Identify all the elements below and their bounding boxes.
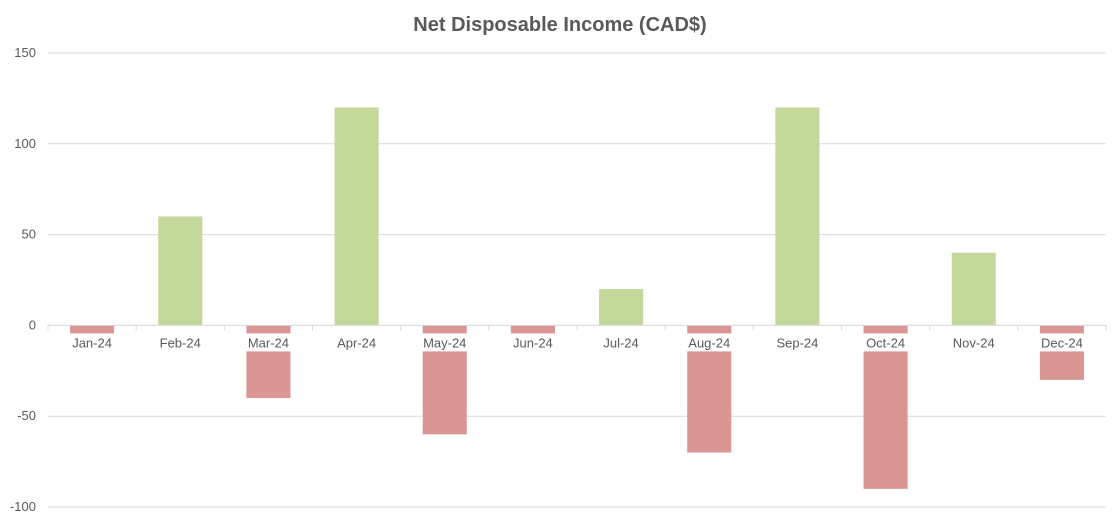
x-tick-label-background xyxy=(1031,333,1092,352)
x-tick-label: Oct-24 xyxy=(866,335,905,350)
x-tick-label: Sep-24 xyxy=(776,335,818,350)
x-tick-label: Dec-24 xyxy=(1041,335,1083,350)
x-tick-label: Jan-24 xyxy=(72,335,112,350)
gridlines xyxy=(48,52,1106,508)
y-tick-label: 50 xyxy=(22,227,36,242)
x-tick-label: Mar-24 xyxy=(248,335,289,350)
bars xyxy=(70,107,1084,489)
bar-jan-24 xyxy=(70,325,115,335)
bar-sep-24 xyxy=(775,107,820,326)
bar-jul-24 xyxy=(599,289,644,326)
x-tick-label-background xyxy=(943,333,1004,352)
x-tick-label-background xyxy=(238,333,299,352)
x-axis-ticks: Jan-24 Feb-24 Mar-24 Apr-24 May-24 Jun-24 Jul-… xyxy=(62,333,1092,352)
y-axis-ticks: -100 -50 0 50 100 150 xyxy=(10,45,36,514)
x-tick-label-background xyxy=(767,333,828,352)
x-tick-label-background xyxy=(591,333,652,352)
x-tick-label-background xyxy=(62,333,123,352)
x-tick-label-background xyxy=(326,333,387,352)
x-tick-label: Jun-24 xyxy=(513,335,553,350)
bar-jun-24 xyxy=(510,325,555,335)
x-tick-label-background xyxy=(414,333,475,352)
x-tick-label: Aug-24 xyxy=(688,335,730,350)
chart-title: Net Disposable Income (CAD$) xyxy=(413,14,706,36)
y-tick-label: 100 xyxy=(14,136,36,151)
bar-nov-24 xyxy=(951,252,996,326)
x-tick-label-background xyxy=(855,333,916,352)
x-tick-label-background xyxy=(679,333,740,352)
y-tick-label: -50 xyxy=(17,408,36,423)
x-tick-label-background xyxy=(502,333,563,352)
zero-axis xyxy=(47,324,1107,331)
x-tick-label-background xyxy=(150,333,211,352)
bar-oct-24 xyxy=(863,325,908,489)
y-tick-label: 0 xyxy=(29,317,36,332)
bar-apr-24 xyxy=(334,107,379,326)
x-tick-label: Nov-24 xyxy=(953,335,995,350)
bar-feb-24 xyxy=(158,216,203,326)
y-tick-label: -100 xyxy=(10,499,36,514)
x-tick-label: Jul-24 xyxy=(603,335,638,350)
x-tick-label: Feb-24 xyxy=(160,335,201,350)
y-tick-label: 150 xyxy=(14,45,36,60)
x-tick-label: Apr-24 xyxy=(337,335,376,350)
x-tick-label: May-24 xyxy=(423,335,466,350)
